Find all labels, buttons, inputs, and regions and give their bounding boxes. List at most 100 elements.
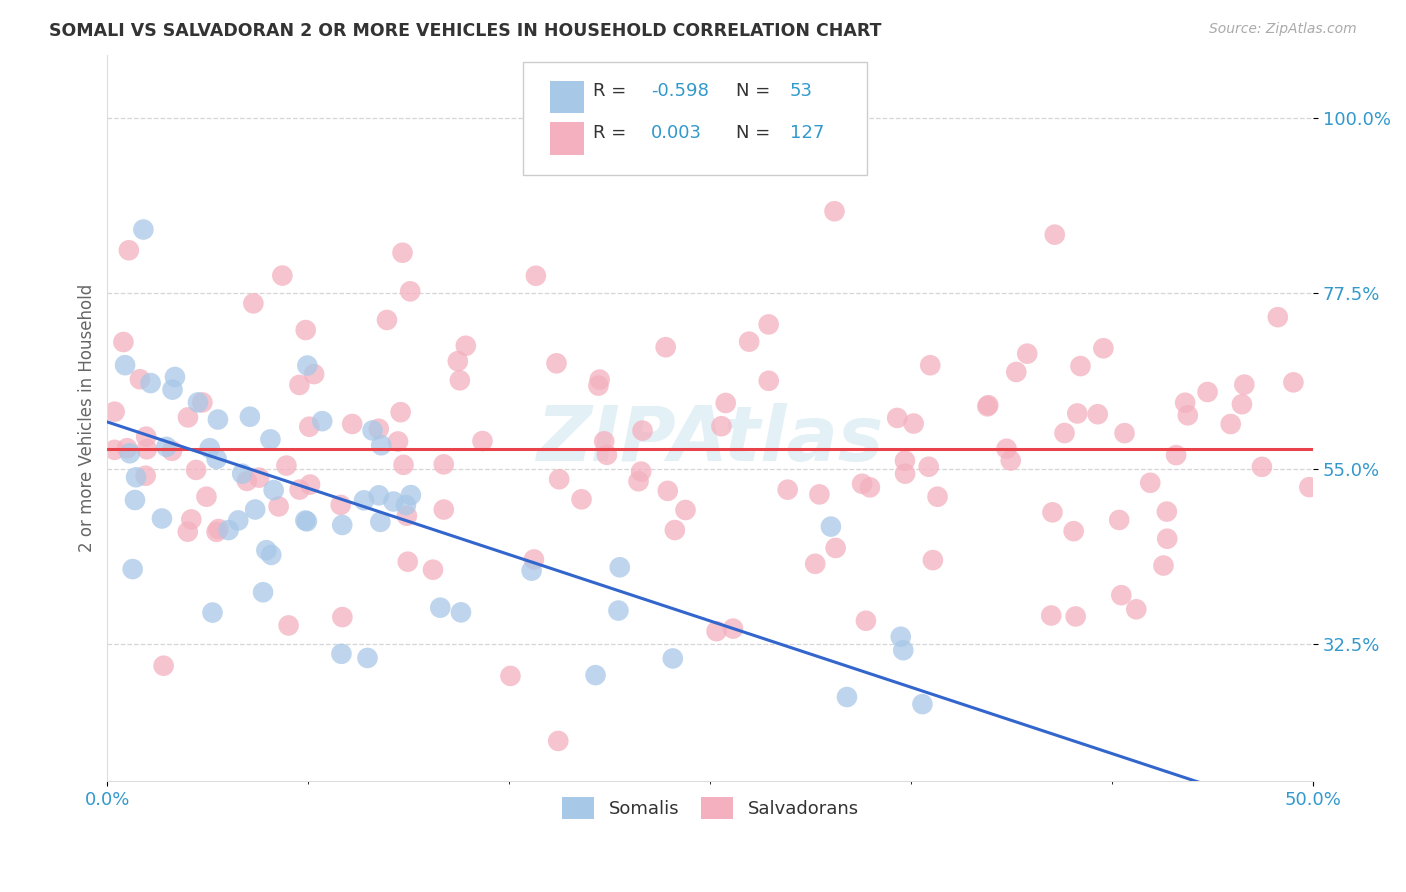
Point bbox=[375, 313, 398, 327]
Text: ZIPAtlas: ZIPAtlas bbox=[537, 403, 884, 477]
Point bbox=[207, 412, 229, 426]
Point bbox=[1219, 417, 1241, 431]
Y-axis label: 2 or more Vehicles in Household: 2 or more Vehicles in Household bbox=[79, 284, 96, 552]
Point bbox=[433, 458, 456, 472]
Point bbox=[449, 373, 471, 387]
Point bbox=[260, 548, 283, 562]
Point bbox=[392, 458, 415, 472]
Point bbox=[524, 268, 547, 283]
Point bbox=[859, 480, 882, 494]
Point bbox=[657, 483, 679, 498]
Point bbox=[114, 358, 136, 372]
Point bbox=[115, 441, 138, 455]
Point bbox=[1197, 384, 1219, 399]
Point bbox=[218, 523, 240, 537]
Point bbox=[1267, 310, 1289, 325]
Point bbox=[835, 690, 858, 704]
Text: R =: R = bbox=[593, 124, 633, 142]
Point bbox=[548, 472, 571, 486]
Point bbox=[1233, 377, 1256, 392]
Point bbox=[1111, 588, 1133, 602]
Point bbox=[177, 410, 200, 425]
Point bbox=[1177, 409, 1199, 423]
Point bbox=[263, 483, 285, 497]
Point bbox=[1040, 608, 1063, 623]
Point bbox=[429, 600, 451, 615]
Point bbox=[886, 411, 908, 425]
Point bbox=[361, 424, 384, 438]
Point bbox=[903, 417, 925, 431]
Point bbox=[389, 405, 412, 419]
Point bbox=[499, 669, 522, 683]
Point bbox=[155, 440, 177, 454]
Point bbox=[710, 419, 733, 434]
Point bbox=[129, 372, 152, 386]
Point bbox=[118, 446, 141, 460]
Point bbox=[177, 524, 200, 539]
Point bbox=[150, 511, 173, 525]
Point bbox=[180, 512, 202, 526]
Point bbox=[609, 560, 631, 574]
Point bbox=[585, 668, 607, 682]
Point bbox=[1156, 532, 1178, 546]
Point bbox=[226, 513, 249, 527]
Point bbox=[247, 470, 270, 484]
Point bbox=[920, 358, 942, 372]
Point bbox=[267, 500, 290, 514]
Point bbox=[571, 492, 593, 507]
Point bbox=[1298, 480, 1320, 494]
Point bbox=[259, 433, 281, 447]
Point bbox=[370, 515, 392, 529]
Point bbox=[1230, 397, 1253, 411]
Point bbox=[340, 417, 363, 431]
Point bbox=[894, 453, 917, 467]
Point bbox=[447, 354, 470, 368]
Point bbox=[395, 508, 418, 523]
Point bbox=[1153, 558, 1175, 573]
Point bbox=[191, 395, 214, 409]
Point bbox=[1282, 376, 1305, 390]
Point bbox=[276, 458, 298, 473]
Point bbox=[546, 356, 568, 370]
Point bbox=[239, 409, 262, 424]
Point bbox=[332, 610, 354, 624]
Point bbox=[330, 647, 353, 661]
Point bbox=[124, 493, 146, 508]
Point bbox=[1053, 425, 1076, 440]
Point bbox=[163, 370, 186, 384]
Point bbox=[367, 488, 389, 502]
Point bbox=[523, 552, 546, 566]
Point bbox=[918, 459, 941, 474]
Point bbox=[399, 285, 422, 299]
Point bbox=[1005, 365, 1028, 379]
Point bbox=[112, 334, 135, 349]
Point bbox=[125, 470, 148, 484]
Point bbox=[330, 518, 353, 533]
Point bbox=[302, 367, 325, 381]
Point bbox=[664, 523, 686, 537]
Point bbox=[758, 374, 780, 388]
Point bbox=[367, 422, 389, 436]
Point bbox=[1108, 513, 1130, 527]
Point bbox=[139, 376, 162, 390]
Text: R =: R = bbox=[593, 82, 633, 101]
Point bbox=[588, 378, 610, 392]
FancyBboxPatch shape bbox=[550, 122, 583, 154]
Point bbox=[382, 494, 405, 508]
Text: SOMALI VS SALVADORAN 2 OR MORE VEHICLES IN HOUSEHOLD CORRELATION CHART: SOMALI VS SALVADORAN 2 OR MORE VEHICLES … bbox=[49, 22, 882, 40]
Point bbox=[294, 514, 316, 528]
Point bbox=[1017, 346, 1039, 360]
Point bbox=[776, 483, 799, 497]
Point bbox=[589, 373, 612, 387]
Point bbox=[721, 622, 744, 636]
Point bbox=[855, 614, 877, 628]
Point bbox=[1066, 407, 1088, 421]
Point bbox=[132, 222, 155, 236]
Point bbox=[271, 268, 294, 283]
Point bbox=[1000, 453, 1022, 467]
Point bbox=[195, 490, 218, 504]
Point bbox=[295, 514, 318, 528]
Point bbox=[714, 396, 737, 410]
Point bbox=[1069, 359, 1091, 373]
Point bbox=[1251, 459, 1274, 474]
